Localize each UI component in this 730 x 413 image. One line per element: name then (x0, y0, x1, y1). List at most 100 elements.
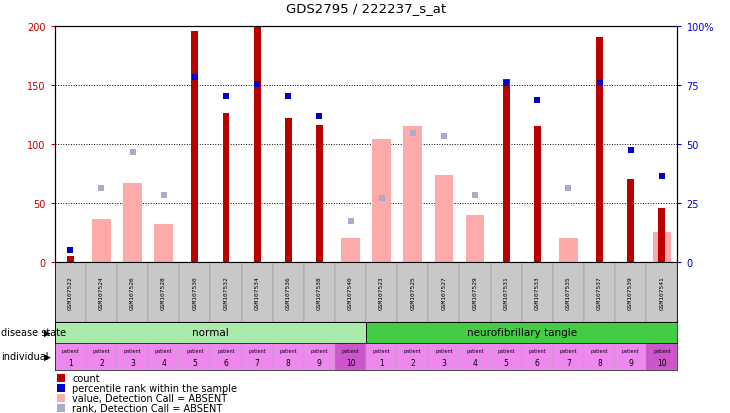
Text: patient: patient (404, 348, 422, 353)
Bar (397, 343, 429, 370)
Text: patient: patient (466, 348, 484, 353)
Text: GSM107537: GSM107537 (597, 275, 602, 309)
Bar (304, 262, 335, 322)
Bar (366, 343, 397, 370)
Text: patient: patient (310, 348, 328, 353)
Text: 7: 7 (566, 358, 571, 367)
Text: GSM107530: GSM107530 (193, 275, 197, 309)
Bar (429, 262, 459, 322)
Text: percentile rank within the sample: percentile rank within the sample (72, 383, 237, 393)
Text: GSM107539: GSM107539 (629, 275, 633, 309)
Bar (86, 343, 117, 370)
Bar (491, 343, 522, 370)
Text: patient: patient (280, 348, 297, 353)
Bar (335, 262, 366, 322)
Text: 6: 6 (223, 358, 228, 367)
Bar (646, 262, 677, 322)
Bar (429, 343, 459, 370)
Text: 6: 6 (535, 358, 539, 367)
Text: 2: 2 (410, 358, 415, 367)
Bar (615, 343, 646, 370)
Bar (491, 262, 522, 322)
Bar (242, 262, 273, 322)
Bar (55, 343, 86, 370)
Bar (584, 343, 615, 370)
Bar (466, 215, 485, 262)
Bar (653, 233, 671, 262)
Text: patient: patient (155, 348, 172, 353)
Text: GSM107533: GSM107533 (535, 275, 539, 309)
Text: GSM107540: GSM107540 (348, 275, 353, 309)
Text: patient: patient (653, 348, 671, 353)
Bar (180, 262, 210, 322)
Text: 3: 3 (130, 358, 135, 367)
Bar (316, 126, 323, 262)
Bar (366, 322, 677, 343)
Text: GSM107541: GSM107541 (659, 275, 664, 309)
Bar (522, 343, 553, 370)
Text: patient: patient (529, 348, 546, 353)
Bar (117, 343, 148, 370)
Bar (273, 262, 304, 322)
Text: 4: 4 (472, 358, 477, 367)
Bar (627, 180, 634, 262)
Text: normal: normal (192, 328, 228, 337)
Text: neurofibrillary tangle: neurofibrillary tangle (466, 328, 577, 337)
Text: rank, Detection Call = ABSENT: rank, Detection Call = ABSENT (72, 403, 223, 413)
Text: GSM107528: GSM107528 (161, 275, 166, 309)
Text: GSM107529: GSM107529 (472, 275, 477, 309)
Text: GSM107536: GSM107536 (285, 275, 291, 309)
Text: GSM107527: GSM107527 (442, 275, 447, 309)
Text: 8: 8 (286, 358, 291, 367)
Text: GSM107538: GSM107538 (317, 275, 322, 309)
Text: GSM107532: GSM107532 (223, 275, 228, 309)
Bar (341, 239, 360, 262)
Bar (148, 343, 180, 370)
Text: GSM107524: GSM107524 (99, 275, 104, 309)
Text: GSM107534: GSM107534 (255, 275, 260, 309)
Text: 2: 2 (99, 358, 104, 367)
Text: 8: 8 (597, 358, 602, 367)
Bar (459, 262, 491, 322)
Bar (596, 38, 603, 262)
Bar (123, 183, 142, 262)
Bar (55, 262, 86, 322)
Bar (210, 343, 242, 370)
Bar (148, 262, 180, 322)
Text: ▶: ▶ (45, 352, 51, 361)
Text: patient: patient (373, 348, 391, 353)
Text: GSM107523: GSM107523 (379, 275, 384, 309)
Bar (366, 262, 397, 322)
Text: 10: 10 (346, 358, 356, 367)
Text: patient: patient (61, 348, 79, 353)
Bar (397, 262, 429, 322)
Text: patient: patient (560, 348, 577, 353)
Bar (55, 322, 366, 343)
Text: disease state: disease state (1, 328, 66, 337)
Bar (304, 343, 335, 370)
Bar (210, 262, 242, 322)
Text: GSM107525: GSM107525 (410, 275, 415, 309)
Text: 1: 1 (380, 358, 384, 367)
Bar (92, 220, 111, 262)
Bar (86, 262, 117, 322)
Text: patient: patient (622, 348, 639, 353)
Bar (242, 343, 273, 370)
Bar (254, 27, 261, 262)
Bar (553, 262, 584, 322)
Bar (180, 343, 210, 370)
Bar (646, 343, 677, 370)
Bar (434, 175, 453, 262)
Text: 4: 4 (161, 358, 166, 367)
Bar (459, 343, 491, 370)
Text: patient: patient (497, 348, 515, 353)
Text: patient: patient (591, 348, 608, 353)
Bar (559, 239, 578, 262)
Text: GSM107531: GSM107531 (504, 275, 509, 309)
Text: 5: 5 (193, 358, 197, 367)
Bar (223, 114, 229, 262)
Text: count: count (72, 373, 100, 383)
Text: GSM107535: GSM107535 (566, 275, 571, 309)
Text: patient: patient (342, 348, 359, 353)
Text: patient: patient (93, 348, 110, 353)
